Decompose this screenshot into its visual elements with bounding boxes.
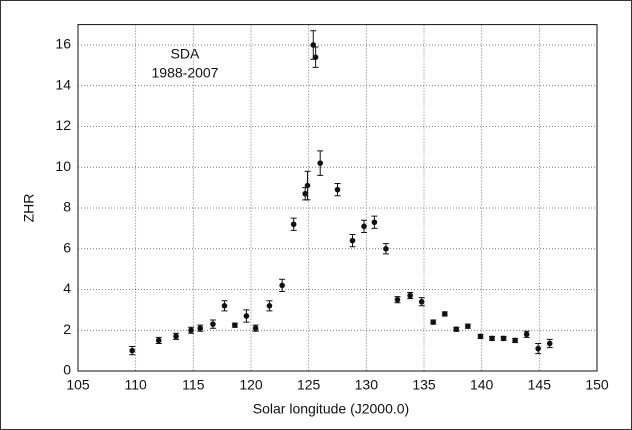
x-tick-label: 125 — [297, 377, 321, 393]
y-tick-label: 8 — [63, 199, 71, 215]
point — [430, 319, 437, 325]
x-tick-label: 120 — [239, 377, 263, 393]
point — [383, 245, 389, 252]
x-axis-label: Solar longitude (J2000.0) — [253, 401, 409, 417]
point — [349, 237, 356, 244]
point — [304, 182, 311, 189]
point — [453, 326, 460, 333]
y-tick-label: 6 — [63, 239, 71, 255]
point — [489, 335, 495, 342]
point — [441, 311, 448, 317]
x-tick-label: 140 — [470, 377, 494, 393]
point — [512, 337, 518, 344]
y-tick-label: 14 — [55, 76, 71, 92]
point — [312, 54, 319, 61]
y-tick-label: 12 — [55, 117, 71, 133]
x-tick-label: 110 — [125, 377, 148, 393]
point — [197, 325, 204, 332]
point — [500, 335, 507, 342]
point — [221, 302, 228, 309]
point — [477, 333, 484, 340]
point — [407, 292, 413, 299]
point — [232, 322, 238, 328]
annotation: 1988-2007 — [152, 65, 219, 81]
point — [155, 337, 162, 344]
x-tick-label: 115 — [182, 377, 205, 393]
plot-area — [77, 24, 598, 372]
y-tick-label: 16 — [55, 36, 71, 52]
point — [266, 302, 273, 309]
point — [418, 298, 425, 305]
point — [290, 221, 297, 228]
x-tick-label: 130 — [355, 377, 379, 393]
y-tick-label: 4 — [63, 280, 71, 296]
point — [302, 190, 309, 197]
point — [317, 160, 324, 166]
y-axis-label: ZHR — [21, 194, 37, 223]
point — [252, 325, 259, 332]
point — [465, 323, 471, 329]
point — [279, 282, 285, 289]
y-tick-label: 0 — [63, 362, 71, 378]
y-tick-label: 10 — [55, 158, 71, 174]
point — [310, 42, 317, 48]
point — [210, 321, 216, 327]
point — [173, 333, 179, 340]
point — [188, 327, 194, 334]
y-tick-label: 2 — [63, 321, 71, 337]
point — [371, 219, 378, 226]
point — [129, 347, 136, 354]
point — [334, 186, 341, 193]
x-tick-label: 105 — [66, 377, 90, 393]
annotation: SDA — [171, 46, 200, 62]
point — [535, 345, 541, 352]
point — [243, 313, 250, 319]
point — [394, 296, 401, 303]
x-tick-label: 145 — [528, 377, 552, 393]
point — [523, 331, 530, 338]
x-tick-label: 135 — [412, 377, 436, 393]
point — [361, 223, 367, 230]
point — [546, 340, 553, 347]
x-tick-label: 150 — [585, 377, 609, 393]
